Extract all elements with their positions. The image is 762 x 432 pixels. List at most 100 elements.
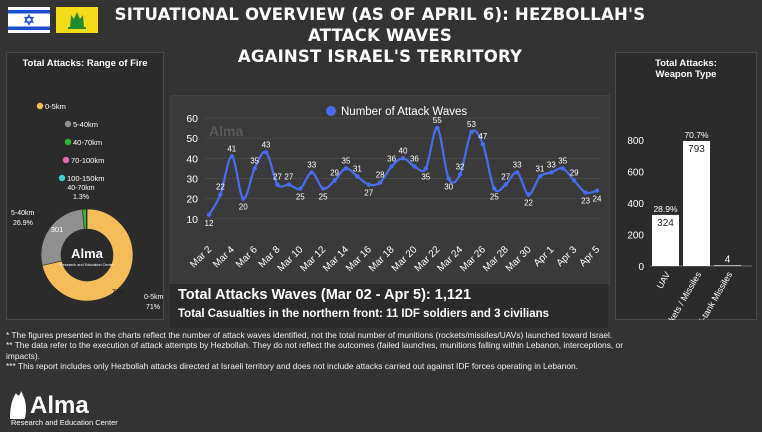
data-label-Apr 1: 33: [547, 160, 556, 169]
x-tick-Apr 5: Apr 5: [577, 244, 602, 269]
legend-label-5-40km: 5-40km: [73, 120, 98, 129]
data-point-Mar 29: [515, 170, 519, 174]
data-label-Mar 22: 55: [433, 116, 442, 125]
data-point-Mar 25: [469, 130, 473, 134]
hezbollah-flag-icon: [56, 7, 98, 33]
title-line-1: Situational Overview (as of April 6): He…: [110, 4, 650, 46]
legend-label-70-100km: 70-100km: [71, 156, 104, 165]
legend-swatch-100-150km: [59, 175, 65, 181]
data-label-Mar 31: 31: [535, 164, 544, 173]
slice-name-40-70km: 40-70km: [67, 185, 94, 192]
data-label-Mar 24: 32: [456, 162, 465, 171]
bar-y-tick-200: 200: [627, 230, 644, 241]
data-label-Mar 25: 53: [467, 120, 476, 129]
data-label-Mar 17: 28: [376, 171, 385, 180]
range-panel-title: Total Attacks: Range of Fire: [7, 58, 163, 69]
data-label-Mar 19: 40: [399, 146, 408, 155]
legend-swatch-70-100km: [63, 157, 69, 163]
data-label-Mar 8: 27: [273, 173, 282, 182]
bar-value-Anti-tank Missiles: 4: [725, 254, 731, 265]
total-waves-text: Total Attacks Waves (Mar 02 - Apr 5): 1,…: [178, 287, 471, 303]
data-point-Apr 2: [561, 166, 565, 170]
data-label-Mar 9: 27: [284, 173, 293, 182]
x-tick-Mar 6: Mar 6: [234, 244, 260, 270]
bar-percent-Rockets / Missiles: 70.7%: [684, 130, 709, 140]
data-point-Apr 3: [572, 178, 576, 182]
data-label-Mar 23: 30: [444, 183, 453, 192]
y-tick-40: 40: [186, 153, 198, 165]
data-point-Mar 20: [412, 164, 416, 168]
data-point-Mar 16: [367, 182, 371, 186]
data-point-Mar 22: [435, 126, 439, 130]
logo-subtitle: Research and Education Center: [11, 418, 118, 427]
data-label-Mar 26: 47: [478, 132, 487, 141]
data-label-Mar 27: 25: [490, 193, 499, 202]
bar-category-UAV: UAV: [655, 270, 673, 290]
data-point-Mar 21: [424, 166, 428, 170]
legend-label-100-150km: 100-150km: [67, 174, 105, 183]
data-label-Mar 21: 35: [421, 172, 430, 181]
slice-percent-40-70km: 1.3%: [73, 194, 89, 201]
data-label-Mar 10: 25: [296, 193, 305, 202]
data-label-Mar 2: 12: [205, 219, 214, 228]
data-point-Mar 3: [218, 192, 222, 196]
footnote-3: *** This report includes only Hezbollah …: [6, 361, 736, 371]
alma-logo-mark-icon: [10, 391, 26, 419]
data-label-Mar 16: 27: [364, 189, 373, 198]
data-label-Mar 4: 41: [227, 144, 236, 153]
data-label-Mar 7: 43: [262, 140, 271, 149]
legend-label-0-5km: 0-5km: [45, 102, 66, 111]
total-casualties-text: Total Casualties in the northern front: …: [178, 308, 549, 320]
bar-percent-UAV: 28.9%: [653, 204, 678, 214]
logo-name: Alma: [30, 392, 89, 419]
footnotes: * The figures presented in the charts re…: [6, 330, 736, 372]
y-tick-10: 10: [186, 214, 198, 226]
data-label-Apr 2: 35: [558, 156, 567, 165]
data-point-Mar 14: [344, 166, 348, 170]
title-line-2: Against Israel's Territory: [110, 46, 650, 67]
pie-center-logo: Alma: [71, 246, 104, 261]
pie-center-logo-sub: Research and Education Center: [60, 263, 115, 267]
bar-y-tick-400: 400: [627, 199, 644, 210]
totals-box: Total Attacks Waves (Mar 02 - Apr 5): 1,…: [170, 284, 608, 328]
data-label-Mar 12: 25: [319, 193, 328, 202]
data-point-Mar 15: [355, 174, 359, 178]
data-label-Mar 3: 22: [216, 183, 225, 192]
weapon-panel-title: Total Attacks: Weapon Type: [616, 58, 756, 80]
weapon-bar-chart: 020040060080032428.9%UAV79370.7%Rockets …: [616, 80, 756, 320]
x-tick-Mar 30: Mar 30: [504, 244, 534, 274]
data-label-Mar 29: 33: [513, 160, 522, 169]
line-legend-marker: [326, 106, 336, 116]
slice-percent-0-5km: 71%: [146, 304, 160, 311]
bar-value-UAV: 324: [657, 218, 674, 229]
data-point-Mar 13: [332, 178, 336, 182]
x-tick-Mar 2: Mar 2: [188, 244, 214, 270]
page-title: Situational Overview (as of April 6): He…: [110, 4, 650, 67]
data-label-Apr 5: 24: [593, 195, 602, 204]
data-point-Apr 1: [549, 170, 553, 174]
data-point-Mar 31: [538, 174, 542, 178]
data-label-Mar 11: 33: [307, 160, 316, 169]
bar-Anti-tank Missiles: [714, 265, 741, 266]
legend-swatch-40-70km: [65, 139, 71, 145]
line-chart-watermark: Alma: [209, 123, 243, 139]
israel-flag-icon: [8, 7, 50, 33]
data-point-Mar 23: [446, 176, 450, 180]
data-point-Mar 11: [310, 170, 314, 174]
data-label-Apr 4: 23: [581, 197, 590, 206]
footnote-2: ** The data refer to the execution of at…: [6, 340, 736, 350]
data-point-Mar 19: [401, 156, 405, 160]
data-point-Mar 12: [321, 186, 325, 190]
data-point-Mar 18: [389, 164, 393, 168]
data-point-Mar 4: [230, 154, 234, 158]
data-point-Mar 28: [504, 182, 508, 186]
y-tick-50: 50: [186, 133, 198, 145]
footnote-2-cont: impacts).: [6, 351, 736, 361]
y-tick-20: 20: [186, 194, 198, 206]
x-tick-Mar 4: Mar 4: [211, 244, 237, 270]
data-label-Mar 5: 20: [239, 203, 248, 212]
data-point-Mar 24: [458, 172, 462, 176]
slice-value-0-5km: 794: [112, 287, 125, 296]
data-label-Mar 14: 35: [341, 156, 350, 165]
